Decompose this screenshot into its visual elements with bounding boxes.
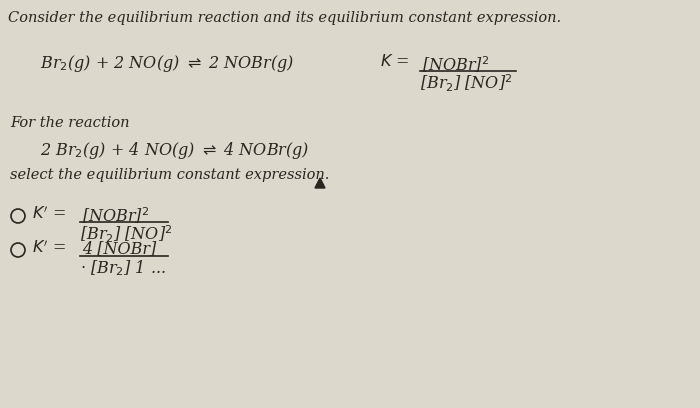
Text: $K'$ =: $K'$ = xyxy=(32,206,66,223)
Text: $K$ =: $K$ = xyxy=(380,53,410,70)
Text: Consider the equilibrium reaction and its equilibrium constant expression.: Consider the equilibrium reaction and it… xyxy=(8,11,561,25)
Text: For the reaction: For the reaction xyxy=(10,116,130,130)
Text: 2 Br$_2$(g) + 4 NO(g) $\rightleftharpoons$ 4 NOBr(g): 2 Br$_2$(g) + 4 NO(g) $\rightleftharpoon… xyxy=(40,140,309,161)
Text: select the equilibrium constant expression.: select the equilibrium constant expressi… xyxy=(10,168,330,182)
Text: [NOBr]$^2$: [NOBr]$^2$ xyxy=(82,206,149,226)
Text: [Br$_2$] [NO]$^2$: [Br$_2$] [NO]$^2$ xyxy=(420,73,512,94)
Text: [Br$_2$] [NO]$^2$: [Br$_2$] [NO]$^2$ xyxy=(80,224,172,245)
Text: [NOBr]$^2$: [NOBr]$^2$ xyxy=(422,55,489,75)
Text: 4 [NOBr]: 4 [NOBr] xyxy=(82,240,156,257)
Text: $\cdot$ [Br$_2$] 1 ...: $\cdot$ [Br$_2$] 1 ... xyxy=(80,258,166,278)
Text: $K'$ =: $K'$ = xyxy=(32,240,66,257)
Polygon shape xyxy=(315,178,325,188)
Text: Br$_2$(g) + 2 NO(g) $\rightleftharpoons$ 2 NOBr(g): Br$_2$(g) + 2 NO(g) $\rightleftharpoons$… xyxy=(40,53,295,74)
